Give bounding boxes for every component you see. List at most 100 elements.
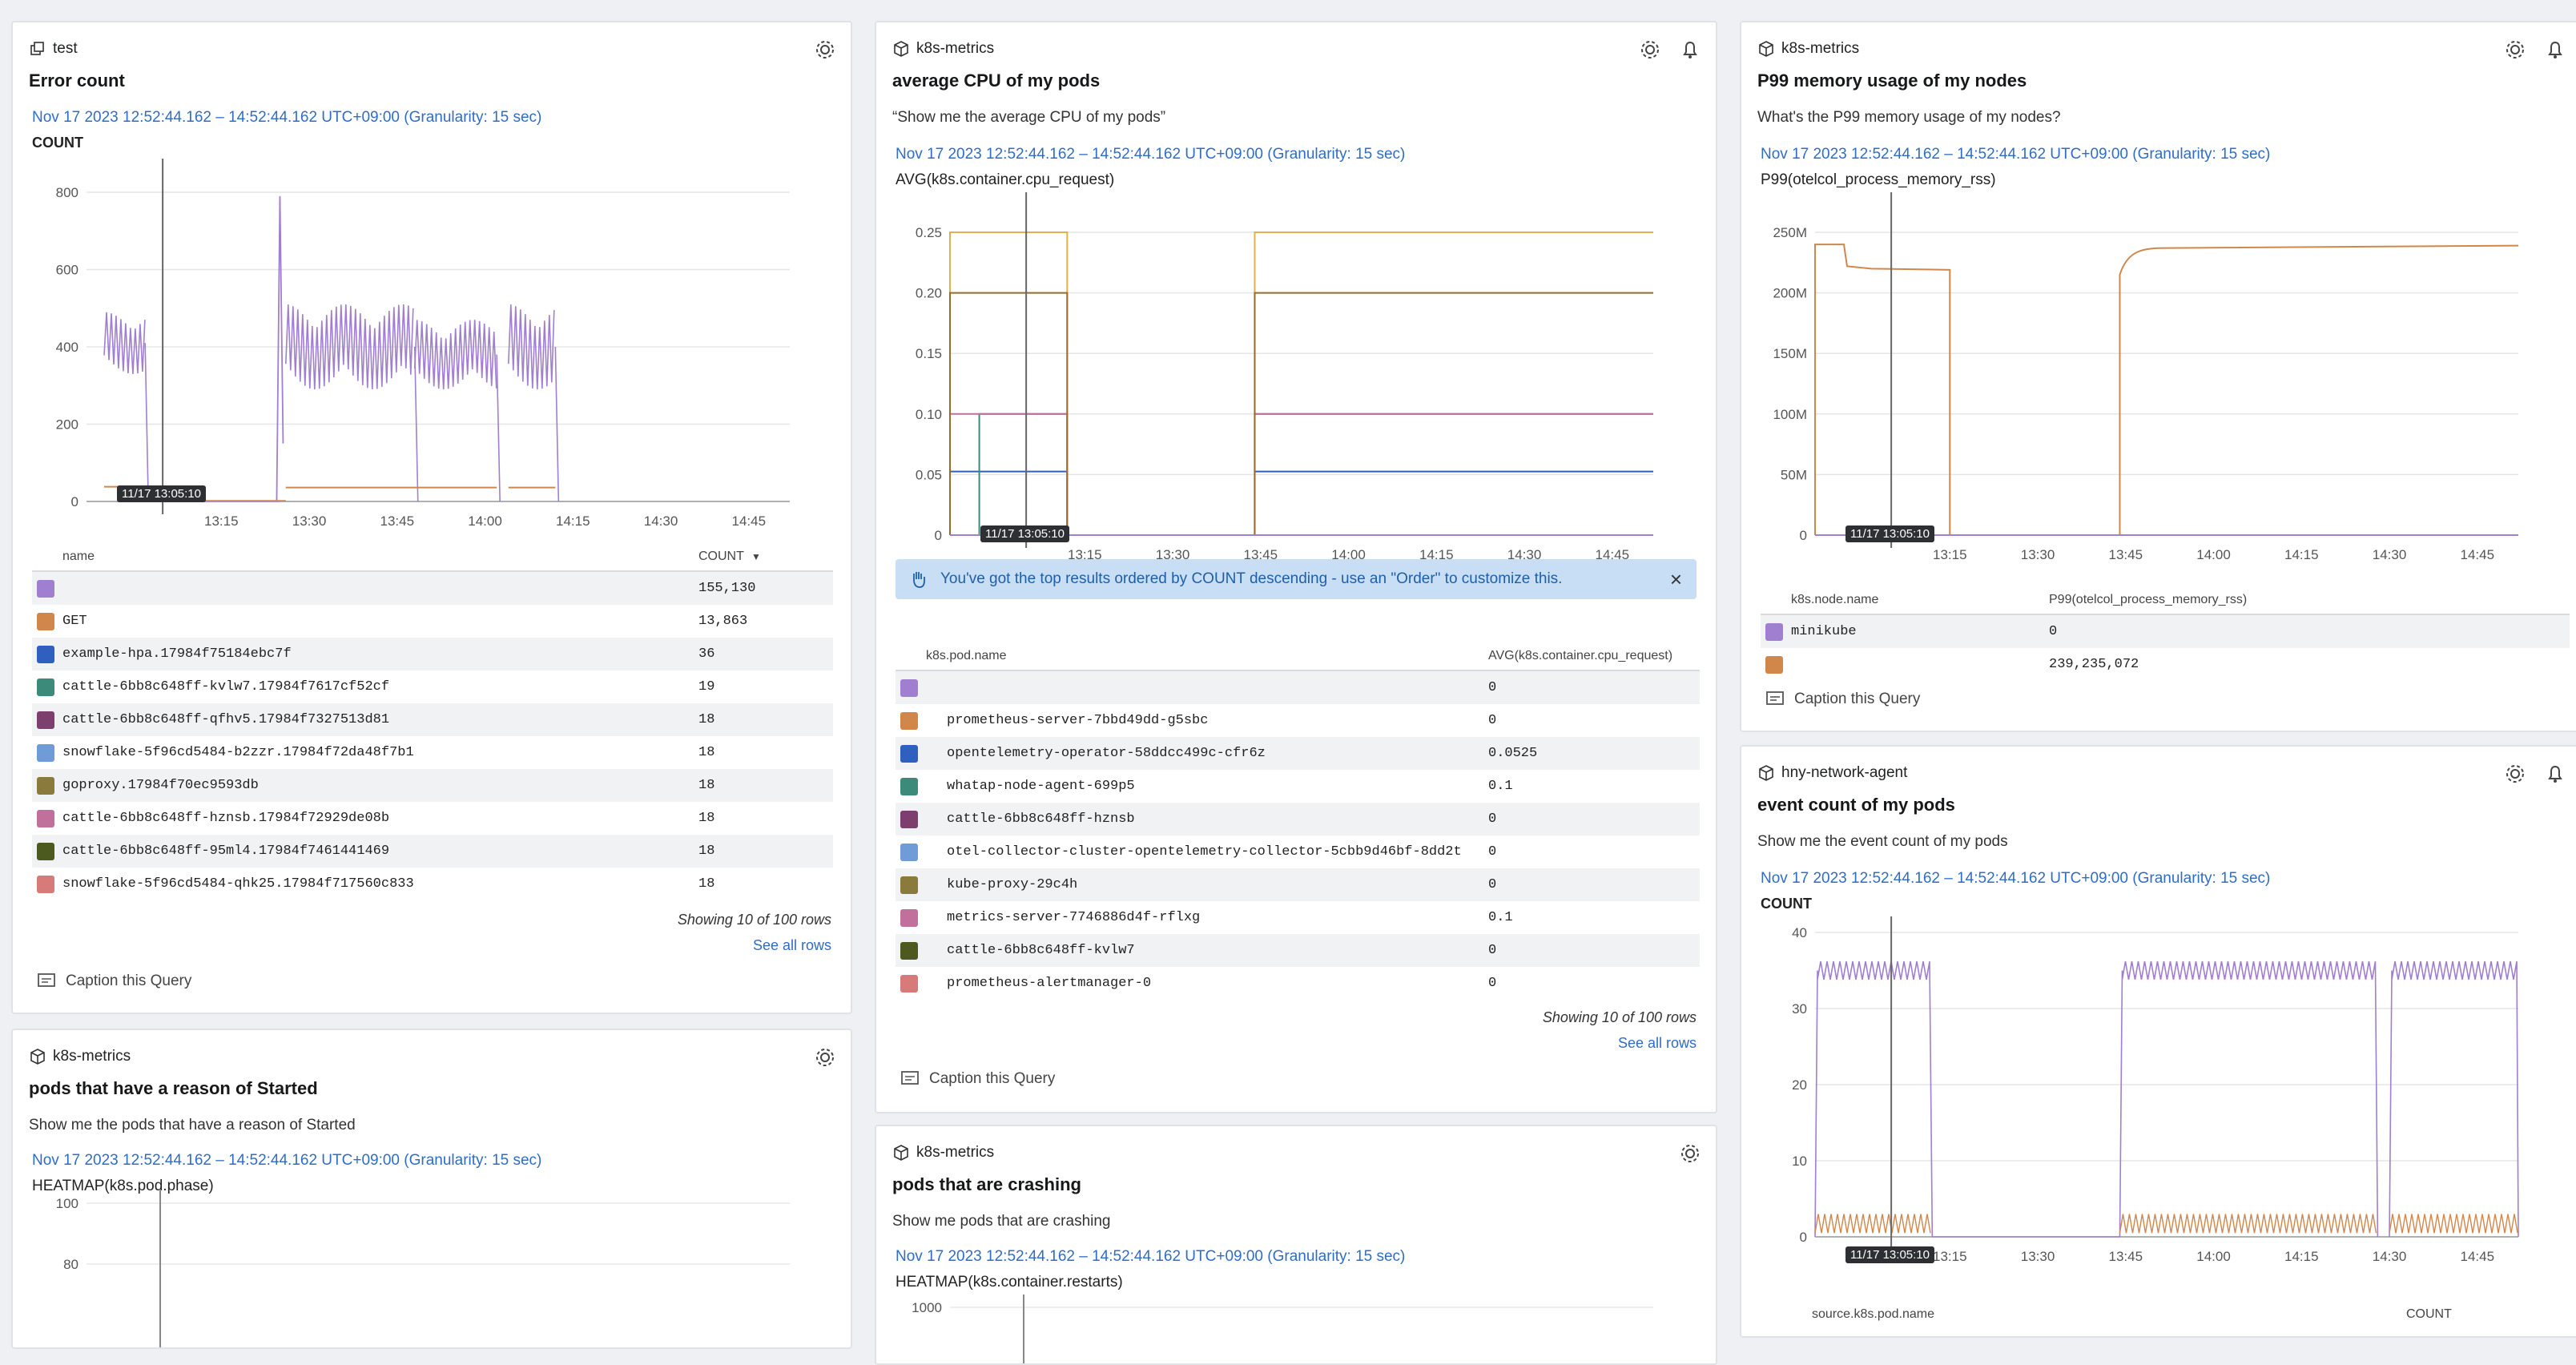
average-cpu-chart[interactable]: 0 0.05 0.10 0.15 0.20 0.25 13:15 13:30 13:45 14:0… [876, 192, 1717, 569]
table-row[interactable]: minikube 0 [1761, 615, 2570, 648]
series-line [2119, 1214, 2377, 1234]
table-row[interactable]: cattle-6bb8c648ff-hznsb 0 [896, 803, 1700, 836]
series-color-swatch[interactable] [900, 844, 918, 861]
series-line [1814, 244, 1951, 535]
caption-query-button[interactable]: Caption this Query [900, 1070, 1055, 1088]
series-color-swatch[interactable] [1765, 623, 1783, 641]
series-color-swatch[interactable] [37, 613, 54, 630]
table-row[interactable]: opentelemetry-operator-58ddcc499c-cfr6z 0… [896, 737, 1700, 770]
series-color-swatch[interactable] [37, 711, 54, 729]
col-header-node-name[interactable]: k8s.node.name [1791, 593, 1879, 606]
table-row[interactable]: snowflake-5f96cd5484-qhk25.17984f717560c… [32, 868, 833, 900]
table-row[interactable]: example-hpa.17984f75184ebc7f 36 [32, 638, 833, 670]
table-row[interactable]: otel-collector-cluster-opentelemetry-col… [896, 836, 1700, 868]
y-axis-label: AVG(k8s.container.cpu_request) [896, 171, 1115, 188]
table-row[interactable]: cattle-6bb8c648ff-qfhv5.17984f7327513d81… [32, 703, 833, 736]
table-row[interactable]: prometheus-alertmanager-0 0 [896, 967, 1700, 1000]
x-tick-label: 14:15 [1419, 547, 1454, 562]
timestamp-link[interactable]: Nov 17 2023 12:52:44.162 – 14:52:44.162 … [32, 109, 542, 126]
series-color-swatch[interactable] [900, 778, 918, 795]
series-color-swatch[interactable] [900, 975, 918, 993]
col-header-count[interactable]: COUNT [2406, 1307, 2452, 1321]
bell-icon[interactable] [1679, 38, 1701, 61]
timestamp-link[interactable]: Nov 17 2023 12:52:44.162 – 14:52:44.162 … [896, 1248, 1406, 1265]
table-row[interactable]: cattle-6bb8c648ff-kvlw7.17984f7617cf52cf… [32, 670, 833, 703]
series-color-swatch[interactable] [37, 646, 54, 663]
bell-icon[interactable] [2544, 38, 2566, 61]
series-color-swatch[interactable] [900, 679, 918, 697]
sort-desc-icon[interactable]: ▼ [751, 551, 761, 562]
settings-icon[interactable] [2504, 38, 2526, 61]
see-all-rows-link[interactable]: See all rows [752, 937, 831, 953]
error-count-chart[interactable]: 0 200 400 600 800 13:15 13:30 13:45 14:00 14:15 14… [13, 159, 852, 535]
timestamp-link[interactable]: Nov 17 2023 12:52:44.162 – 14:52:44.162 … [1761, 870, 2271, 887]
series-color-swatch[interactable] [37, 744, 54, 762]
series-color-swatch[interactable] [37, 810, 54, 827]
col-header-pod-name[interactable]: source.k8s.pod.name [1812, 1307, 1934, 1321]
heatmap-chart[interactable]: 1000 [876, 1295, 1717, 1365]
row-value: 18 [698, 844, 715, 859]
series-color-swatch[interactable] [37, 580, 54, 598]
settings-icon[interactable] [2504, 763, 2526, 785]
settings-icon[interactable] [814, 1046, 836, 1069]
table-row[interactable]: kube-proxy-29c4h 0 [896, 868, 1700, 901]
series-color-swatch[interactable] [900, 811, 918, 828]
table-row[interactable]: cattle-6bb8c648ff-kvlw7 0 [896, 934, 1700, 967]
table-row[interactable]: goproxy.17984f70ec9593db 18 [32, 769, 833, 802]
series-color-swatch[interactable] [900, 712, 918, 730]
caption-query-button[interactable]: Caption this Query [37, 972, 191, 990]
series-color-swatch[interactable] [37, 843, 54, 860]
x-tick-label: 14:00 [2196, 547, 2231, 562]
series-color-swatch[interactable] [900, 745, 918, 763]
row-value: 19 [698, 679, 715, 695]
series-color-swatch[interactable] [37, 678, 54, 696]
series-color-swatch[interactable] [900, 909, 918, 927]
x-tick-label: 14:30 [2373, 547, 2407, 562]
y-tick-label: 20 [1792, 1077, 1807, 1093]
series-color-swatch[interactable] [37, 876, 54, 893]
table-row[interactable]: 0 [896, 671, 1700, 704]
table-row[interactable]: metrics-server-7746886d4f-rflxg 0.1 [896, 901, 1700, 934]
series-drop [496, 354, 501, 502]
col-header-name[interactable]: name [62, 550, 95, 563]
x-tick-label: 13:30 [292, 513, 327, 529]
settings-icon[interactable] [814, 38, 836, 61]
caption-query-button[interactable]: Caption this Query [1765, 691, 1920, 708]
col-header-count[interactable]: COUNT [698, 550, 744, 563]
see-all-rows-link[interactable]: See all rows [1617, 1035, 1697, 1051]
p99-memory-chart[interactable]: 0 50M 100M 150M 200M 250M 13:15 13:30 13:45 14:00… [1741, 192, 2576, 569]
close-icon[interactable]: × [1669, 567, 1682, 591]
table-row[interactable]: 239,235,072 [1761, 648, 2570, 681]
y-tick-label: 800 [56, 185, 78, 200]
cube-icon [1759, 41, 1773, 57]
table-row[interactable]: whatap-node-agent-699p5 0.1 [896, 770, 1700, 803]
series-color-swatch[interactable] [900, 876, 918, 894]
x-tick-label: 13:15 [204, 513, 239, 529]
row-value: 0 [1488, 811, 1497, 827]
timestamp-link[interactable]: Nov 17 2023 12:52:44.162 – 14:52:44.162 … [1761, 146, 2271, 163]
heatmap-chart[interactable]: 100 80 [13, 1190, 852, 1349]
bell-icon[interactable] [2544, 763, 2566, 785]
col-header-p99-memory[interactable]: P99(otelcol_process_memory_rss) [2049, 593, 2248, 606]
table-row[interactable]: cattle-6bb8c648ff-hznsb.17984f72929de08b… [32, 802, 833, 835]
row-value: 13,863 [698, 614, 748, 629]
timestamp-link[interactable]: Nov 17 2023 12:52:44.162 – 14:52:44.162 … [896, 146, 1406, 163]
timestamp-link[interactable]: Nov 17 2023 12:52:44.162 – 14:52:44.162 … [32, 1152, 542, 1169]
series-drop [413, 346, 419, 502]
event-count-chart[interactable]: 0 10 20 30 40 13:15 13:30 13:45 14:00 14:15 14:30 1… [1741, 916, 2576, 1269]
series-color-swatch[interactable] [37, 777, 54, 795]
series-color-swatch[interactable] [1765, 656, 1783, 674]
col-header-avg-cpu[interactable]: AVG(k8s.container.cpu_request) [1488, 649, 1673, 662]
table-row[interactable]: 155,130 [32, 572, 833, 605]
table-row[interactable]: snowflake-5f96cd5484-b2zzr.17984f72da48f… [32, 736, 833, 769]
row-value: 18 [698, 745, 715, 760]
table-row[interactable]: cattle-6bb8c648ff-95ml4.17984f7461441469… [32, 835, 833, 868]
settings-icon[interactable] [1679, 1142, 1701, 1165]
table-row[interactable]: prometheus-server-7bbd49dd-g5sbc 0 [896, 704, 1700, 737]
table-row[interactable]: GET 13,863 [32, 605, 833, 638]
settings-icon[interactable] [1639, 38, 1661, 61]
col-header-pod-name[interactable]: k8s.pod.name [926, 649, 1007, 662]
series-color-swatch[interactable] [900, 942, 918, 960]
series-line [2119, 960, 2379, 1238]
y-tick-label: 0.15 [916, 346, 942, 361]
